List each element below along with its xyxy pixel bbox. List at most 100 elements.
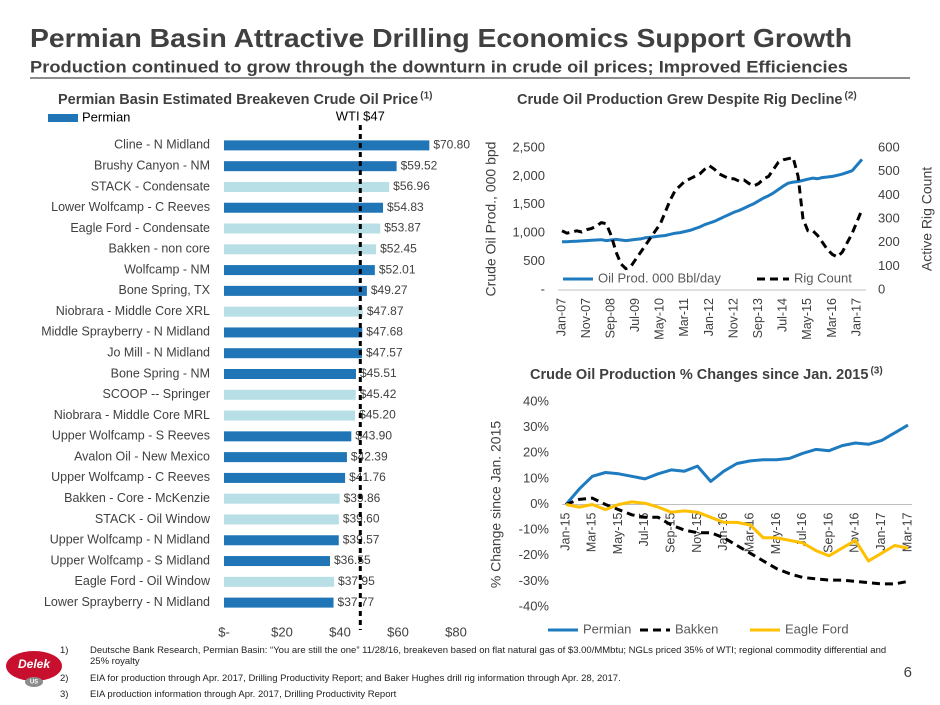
bar bbox=[224, 244, 377, 255]
bar bbox=[224, 202, 384, 213]
category-label: Brushy Canyon - NM bbox=[94, 158, 210, 172]
value-label: $47.57 bbox=[366, 345, 403, 359]
value-label: $52.45 bbox=[380, 241, 417, 255]
category-label: Upper Wolfcamp - C Reeves bbox=[51, 470, 210, 484]
y-tick-label: 500 bbox=[523, 253, 545, 268]
value-label: $39.86 bbox=[344, 491, 381, 505]
y-tick-label: 40% bbox=[523, 393, 549, 408]
y2-tick-label: 600 bbox=[878, 139, 900, 154]
y-tick-label: -40% bbox=[519, 598, 550, 613]
series-line bbox=[562, 158, 864, 244]
chart-title: Crude Oil Production % Changes since Jan… bbox=[530, 367, 868, 383]
x-tick-label: May-10 bbox=[653, 298, 667, 340]
x-tick-label: Sep-16 bbox=[821, 512, 835, 552]
category-label: Eagle Ford - Oil Window bbox=[75, 574, 211, 588]
y-tick-label: 2,500 bbox=[512, 139, 545, 154]
x-tick-label: Jul-14 bbox=[776, 298, 790, 332]
x-tick-label: Jul-09 bbox=[628, 298, 642, 332]
value-label: $37.95 bbox=[338, 574, 375, 588]
footnote: 1) Deutsche Bank Research, Permian Basin:… bbox=[60, 645, 890, 667]
x-tick-label: Mar-17 bbox=[900, 512, 914, 552]
x-tick-label: Nov-12 bbox=[726, 298, 740, 338]
logo-name: Delek bbox=[18, 657, 51, 671]
category-label: Cline - N Midland bbox=[114, 138, 210, 152]
series-line bbox=[565, 500, 909, 563]
category-label: Bakken - Core - McKenzie bbox=[64, 491, 210, 505]
value-label: $47.68 bbox=[366, 325, 403, 339]
bar bbox=[224, 140, 430, 151]
value-label: $37.77 bbox=[338, 595, 375, 609]
value-label: $43.90 bbox=[355, 429, 392, 443]
logo-sub: US bbox=[30, 680, 38, 686]
category-label: Avalon Oil - New Mexico bbox=[74, 449, 210, 463]
y-tick-label: 0% bbox=[530, 496, 549, 511]
category-label: Jo Mill - N Midland bbox=[107, 346, 210, 360]
value-label: $70.80 bbox=[433, 138, 470, 152]
x-tick-label: Jan-17 bbox=[849, 298, 863, 336]
y-tick-label: -10% bbox=[519, 522, 550, 537]
slide-subtitle: Production continued to grow through the… bbox=[30, 57, 848, 76]
x-tick-label: $40 bbox=[329, 624, 351, 639]
logo-badge bbox=[6, 651, 62, 681]
y-tick-label: 20% bbox=[523, 445, 549, 460]
category-label: STACK - Condensate bbox=[91, 179, 210, 193]
bar bbox=[224, 535, 339, 546]
legend-swatch bbox=[48, 114, 78, 122]
page-number: 6 bbox=[904, 664, 912, 681]
footnote: 3) EIA production information through Apr… bbox=[60, 689, 890, 700]
value-label: $56.96 bbox=[393, 179, 430, 193]
legend-label: Oil Prod. 000 Bbl/day bbox=[598, 270, 721, 285]
y-tick-label: 1,000 bbox=[512, 225, 545, 240]
category-label: Upper Wolfcamp - S Reeves bbox=[52, 429, 210, 443]
y2-axis-title: Active Rig Count bbox=[919, 167, 935, 271]
category-label: SCOOP -- Springer bbox=[103, 387, 210, 401]
legend-label: Permian bbox=[82, 109, 130, 124]
footnote-marker: 1) bbox=[60, 645, 69, 656]
y-axis-title: Crude Oil Prod., 000 bpd bbox=[483, 142, 499, 297]
annotation: WTI $47 bbox=[336, 108, 385, 123]
x-tick-label: Jan-15 bbox=[558, 512, 572, 550]
x-tick-label: $20 bbox=[271, 624, 293, 639]
bar bbox=[224, 223, 381, 234]
bar bbox=[224, 431, 352, 442]
x-tick-label: $- bbox=[218, 624, 230, 639]
y-tick-label: - bbox=[541, 281, 545, 296]
value-label: $45.51 bbox=[360, 366, 397, 380]
bar bbox=[224, 576, 335, 587]
category-label: Lower Wolfcamp - C Reeves bbox=[51, 200, 210, 214]
y2-tick-label: 200 bbox=[878, 234, 900, 249]
series-line bbox=[564, 423, 909, 506]
bar bbox=[224, 265, 375, 276]
chart-title-note: (2) bbox=[845, 91, 857, 102]
x-tick-label: Jul-15 bbox=[637, 512, 651, 546]
category-label: Bone Spring, TX bbox=[119, 283, 211, 297]
footnote-marker: 2) bbox=[60, 673, 69, 684]
x-tick-label: $60 bbox=[387, 624, 409, 639]
value-label: $45.42 bbox=[360, 387, 397, 401]
x-tick-label: May-15 bbox=[611, 512, 625, 554]
y-tick-label: -20% bbox=[519, 547, 550, 562]
bar bbox=[224, 348, 362, 359]
x-tick-label: Jan-17 bbox=[874, 512, 888, 550]
x-tick-label: Sep-13 bbox=[751, 298, 765, 338]
bar bbox=[224, 472, 346, 483]
x-tick-label: May-16 bbox=[769, 512, 783, 554]
value-label: $47.87 bbox=[367, 304, 404, 318]
y-axis-title: % Change since Jan. 2015 bbox=[488, 421, 504, 589]
bar bbox=[224, 181, 390, 192]
category-label: Niobrara - Middle Core MRL bbox=[54, 408, 210, 422]
bar bbox=[224, 327, 363, 338]
x-tick-label: Jan-16 bbox=[716, 512, 730, 550]
logo-sub-badge bbox=[25, 677, 43, 687]
category-label: Upper Wolfcamp - S Midland bbox=[50, 553, 210, 567]
y2-tick-label: 0 bbox=[878, 281, 885, 296]
bar bbox=[224, 389, 356, 400]
category-label: Lower Sprayberry - N Midland bbox=[44, 595, 210, 609]
value-label: $45.20 bbox=[359, 408, 396, 422]
chart-title: Crude Oil Production Grew Despite Rig De… bbox=[517, 92, 843, 108]
bar bbox=[224, 410, 356, 421]
y2-tick-label: 100 bbox=[878, 258, 900, 273]
chart-title-note: (1) bbox=[420, 91, 432, 102]
